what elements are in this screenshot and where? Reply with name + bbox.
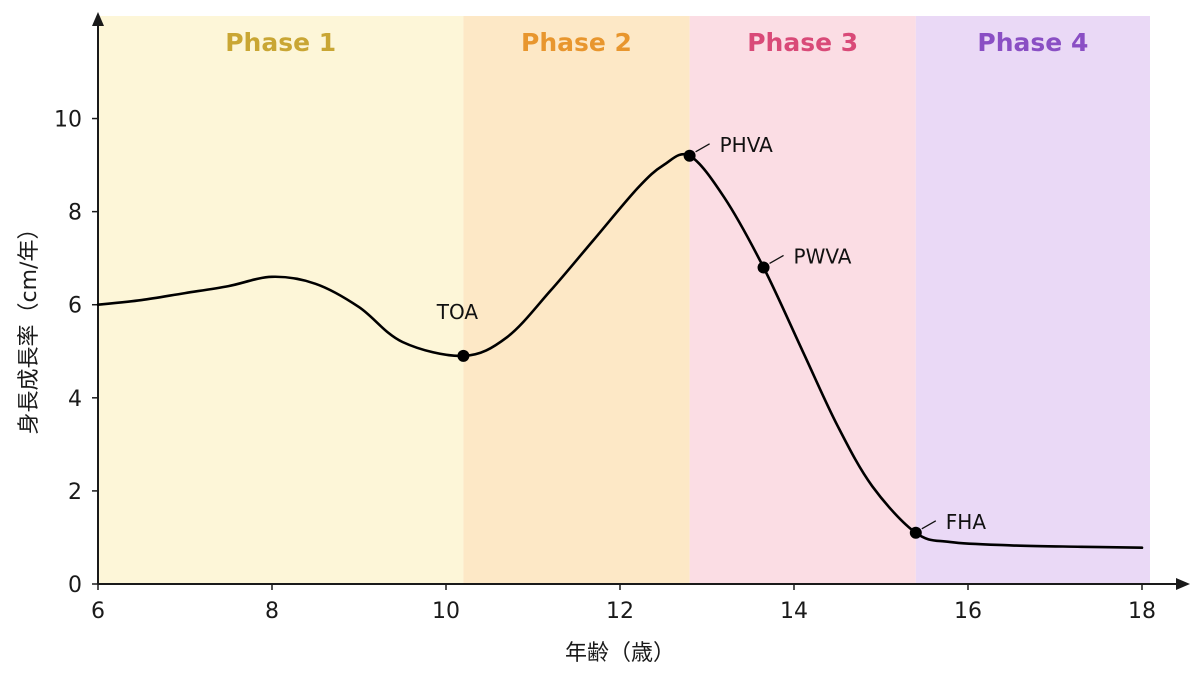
label-toa: TOA: [436, 300, 479, 324]
annotation-points: TOA PHVA PWVA FHA: [436, 133, 987, 539]
point-toa: [457, 349, 470, 362]
x-tick-label: 10: [432, 599, 460, 624]
phase-band-1: [98, 16, 464, 584]
leader-fha: [921, 520, 937, 530]
label-pwva: PWVA: [794, 244, 852, 268]
x-tick-label: 14: [780, 599, 808, 624]
point-phva: [683, 149, 696, 162]
x-tick-label: 6: [91, 599, 105, 624]
phase-band-4: [915, 16, 1150, 584]
y-tick-label: 10: [54, 108, 82, 133]
leader-pwva: [769, 254, 784, 265]
y-tick-label: 2: [68, 480, 82, 505]
label-phva: PHVA: [720, 133, 774, 157]
ticks: 6 8 10 12 14 16 18 0 2 4 6 8 10: [54, 108, 1156, 624]
y-axis-title: 身長成長率（cm/年）: [17, 218, 42, 435]
phase-bands: Phase 1 Phase 2 Phase 3 Phase 4: [98, 16, 1150, 584]
y-axis-arrow: [92, 12, 104, 26]
point-fha: [909, 526, 922, 539]
leader-phva: [695, 143, 710, 153]
label-fha: FHA: [946, 510, 987, 534]
x-tick-label: 12: [606, 599, 634, 624]
x-axis-arrow: [1176, 578, 1190, 590]
y-tick-label: 6: [68, 294, 82, 319]
phase-label-4: Phase 4: [977, 28, 1088, 57]
point-pwva: [757, 261, 770, 274]
x-tick-label: 18: [1128, 599, 1156, 624]
y-tick-label: 0: [68, 573, 82, 598]
y-tick-label: 8: [68, 201, 82, 226]
phase-label-1: Phase 1: [225, 28, 336, 57]
x-tick-label: 8: [265, 599, 279, 624]
phase-label-2: Phase 2: [521, 28, 632, 57]
y-tick-label: 4: [68, 387, 82, 412]
phase-band-2: [463, 16, 690, 584]
x-axis-title: 年齢（歳）: [565, 641, 675, 666]
phase-band-3: [689, 16, 916, 584]
x-tick-label: 16: [954, 599, 982, 624]
phase-label-3: Phase 3: [747, 28, 858, 57]
